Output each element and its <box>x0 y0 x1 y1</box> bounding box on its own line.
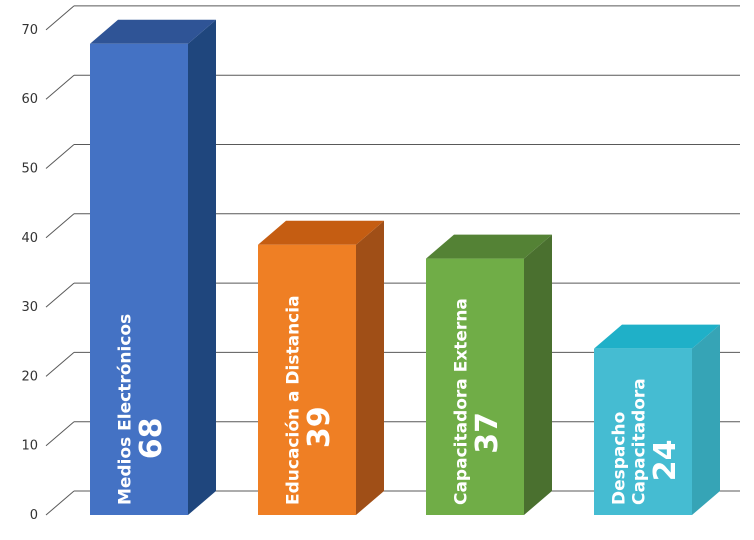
bar-value-label: 37 <box>470 412 505 454</box>
bar-category-label: Despacho <box>610 412 630 505</box>
y-tick-label: 70 <box>21 23 38 38</box>
y-tick-label: 0 <box>30 508 38 523</box>
bar <box>426 234 552 515</box>
bar-top <box>594 324 720 349</box>
bar <box>258 220 384 516</box>
y-tick-label: 30 <box>21 300 38 315</box>
y-tick-label: 40 <box>21 231 38 246</box>
y-axis-ticks: 0 10 20 30 40 50 60 70 <box>21 23 38 523</box>
bar-category-label: Capacitadora Externa <box>452 298 472 505</box>
y-tick-label: 20 <box>21 369 38 384</box>
bar-side <box>356 220 384 516</box>
bar-front <box>594 348 692 515</box>
bar-top <box>426 234 552 259</box>
bar-category-label: Medios Electrónicos <box>116 314 136 505</box>
bar-side <box>524 234 552 515</box>
y-tick-label: 60 <box>21 92 38 107</box>
bar-front <box>258 244 356 516</box>
bar-category-label: Capacitadora <box>630 378 650 505</box>
y-tick-label: 10 <box>21 439 38 454</box>
bar-side <box>692 324 720 515</box>
bar-value-label: 68 <box>134 418 169 460</box>
bar-top <box>90 19 216 44</box>
bar-top <box>258 220 384 245</box>
bar-value-label: 39 <box>302 406 337 448</box>
bar-front <box>90 43 188 515</box>
gridline <box>45 5 740 31</box>
bar-category-label: Educación a Distancia <box>284 295 304 505</box>
bar <box>594 324 720 515</box>
bar-side <box>188 19 216 515</box>
bars <box>90 19 720 516</box>
bar <box>90 19 216 515</box>
bar-front <box>426 258 524 515</box>
bar-value-label: 24 <box>648 439 683 481</box>
y-tick-label: 50 <box>21 162 38 177</box>
